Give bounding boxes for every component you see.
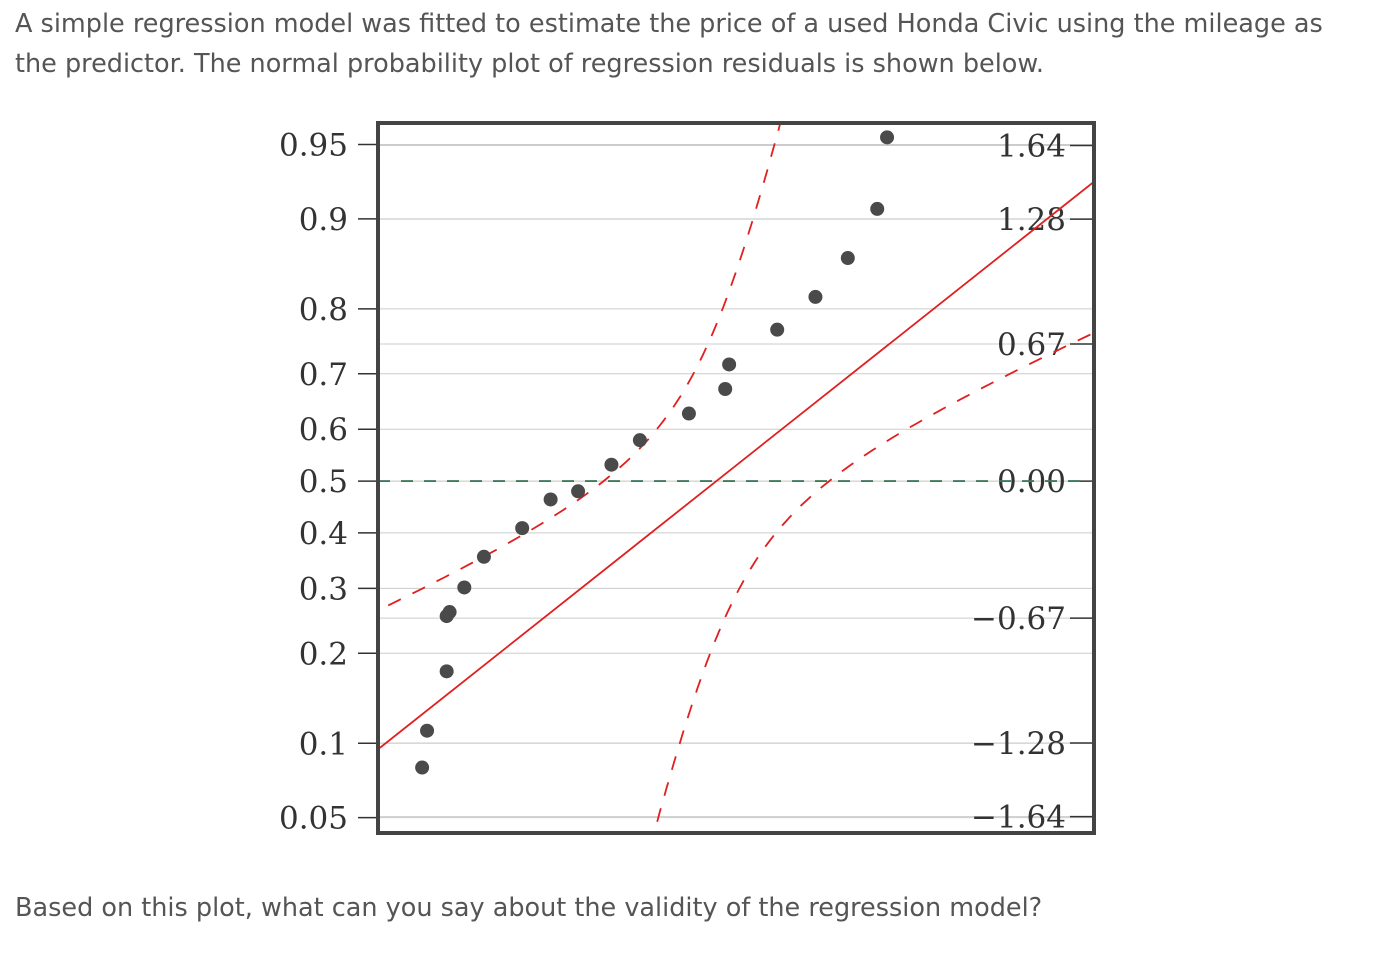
left-tick-label: 0.2 — [299, 636, 348, 672]
residual-point — [439, 664, 454, 679]
right-tick-label: 1.64 — [997, 129, 1066, 165]
residual-point — [543, 492, 558, 507]
residual-point — [571, 484, 586, 499]
residual-point — [808, 289, 823, 304]
right-tick-label: −0.67 — [971, 601, 1066, 637]
residual-point — [457, 580, 472, 595]
residual-point — [770, 322, 785, 337]
residual-point — [632, 433, 647, 448]
left-tick-label: 0.05 — [279, 801, 348, 837]
residual-point — [722, 357, 737, 372]
residual-point — [442, 605, 457, 620]
left-tick-label: 0.9 — [299, 202, 348, 238]
followup-question-text: Based on this plot, what can you say abo… — [15, 893, 1043, 923]
left-tick-label: 0.1 — [299, 726, 348, 762]
left-tick-label: 0.6 — [299, 412, 348, 448]
residual-point — [476, 549, 491, 564]
residual-point — [604, 457, 619, 472]
residual-point — [681, 406, 696, 421]
residual-point — [515, 521, 530, 536]
left-tick-label: 0.5 — [299, 464, 348, 500]
confidence-band-upper — [378, 123, 782, 612]
left-tick-label: 0.3 — [299, 571, 348, 607]
left-tick-label: 0.7 — [299, 357, 348, 393]
left-tick-label: 0.4 — [299, 516, 348, 552]
left-tick-label: 0.95 — [279, 128, 348, 164]
residual-point — [840, 251, 855, 266]
residual-point — [420, 723, 435, 738]
fit-line — [378, 181, 1094, 751]
left-tick-label: 0.8 — [299, 292, 348, 328]
right-tick-label: −1.64 — [971, 800, 1066, 836]
residual-point — [870, 201, 885, 216]
residual-point — [718, 381, 733, 396]
plot-frame — [376, 121, 1096, 835]
confidence-band-lower — [653, 331, 1094, 833]
right-tick-label: 0.67 — [997, 327, 1066, 363]
residual-point — [415, 760, 430, 775]
right-tick-label: 0.00 — [997, 464, 1066, 500]
right-tick-label: 1.28 — [997, 202, 1066, 238]
question-text: A simple regression model was fitted to … — [15, 9, 1323, 79]
residual-point — [880, 130, 895, 145]
right-tick-label: −1.28 — [971, 726, 1066, 762]
